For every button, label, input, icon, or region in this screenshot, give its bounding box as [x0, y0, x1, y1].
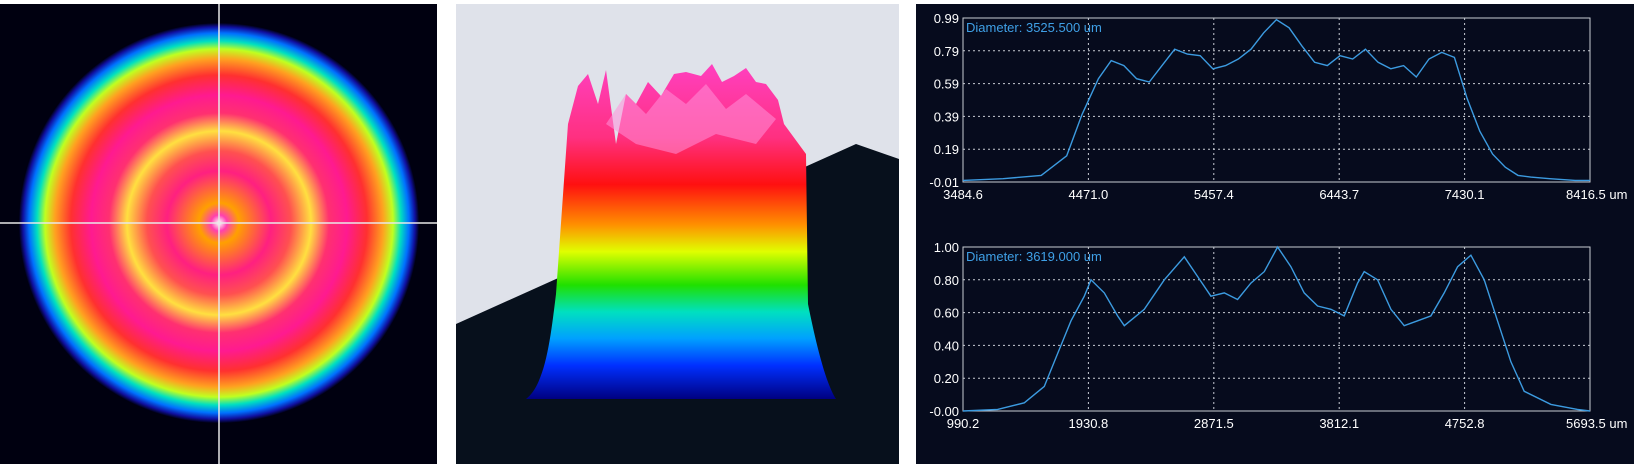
plot-frame [962, 246, 1591, 412]
diameter-label: Diameter: 3525.500 um [966, 20, 1102, 35]
x-tick-label: 3484.6 [943, 187, 983, 202]
y-tick-label: 0.80 [934, 273, 959, 288]
diameter-label: Diameter: 3619.000 um [966, 249, 1102, 264]
y-tick-label: 0.59 [934, 77, 959, 92]
y-tick-label: 0.40 [934, 338, 959, 353]
profile-plots: 0.99 0.79 0.59 0.39 0.19 -0.01 3484.6 4471.0 545… [916, 4, 1634, 464]
x-tick-label: 4471.0 [1069, 187, 1109, 202]
beam-3d-top-texture [606, 84, 776, 154]
x-tick-label: 8416.5 um [1566, 187, 1627, 202]
beam-3d-surface [526, 64, 836, 399]
y-tick-label: -0.00 [929, 404, 959, 419]
x-tick-label: 6443.7 [1319, 187, 1359, 202]
x-tick-label: 5693.5 um [1566, 416, 1627, 431]
beam-2d-profile [0, 4, 437, 464]
x-tick-label: 3812.1 [1319, 416, 1359, 431]
x-tick-label: 2871.5 [1194, 416, 1234, 431]
y-tick-label: 0.60 [934, 306, 959, 321]
y-tick-label: 0.20 [934, 371, 959, 386]
y-tick-label: 1.00 [934, 240, 959, 255]
profile-line [962, 245, 1591, 412]
y-tick-label: 0.79 [934, 44, 959, 59]
profile-line [962, 18, 1590, 182]
y-tick-label: -0.01 [929, 175, 959, 190]
y-tick-label: 0.39 [934, 109, 959, 124]
x-tick-label: 5457.4 [1194, 187, 1234, 202]
x-tick-label: 1930.8 [1069, 416, 1109, 431]
y-tick-label: 0.99 [934, 11, 959, 26]
x-tick-label: 7430.1 [1445, 187, 1485, 202]
x-tick-label: 990.2 [947, 416, 980, 431]
plot-frame [962, 17, 1591, 183]
beam-3d-profile [456, 4, 899, 464]
x-tick-label: 4752.8 [1445, 416, 1485, 431]
y-tick-label: 0.19 [934, 142, 959, 157]
